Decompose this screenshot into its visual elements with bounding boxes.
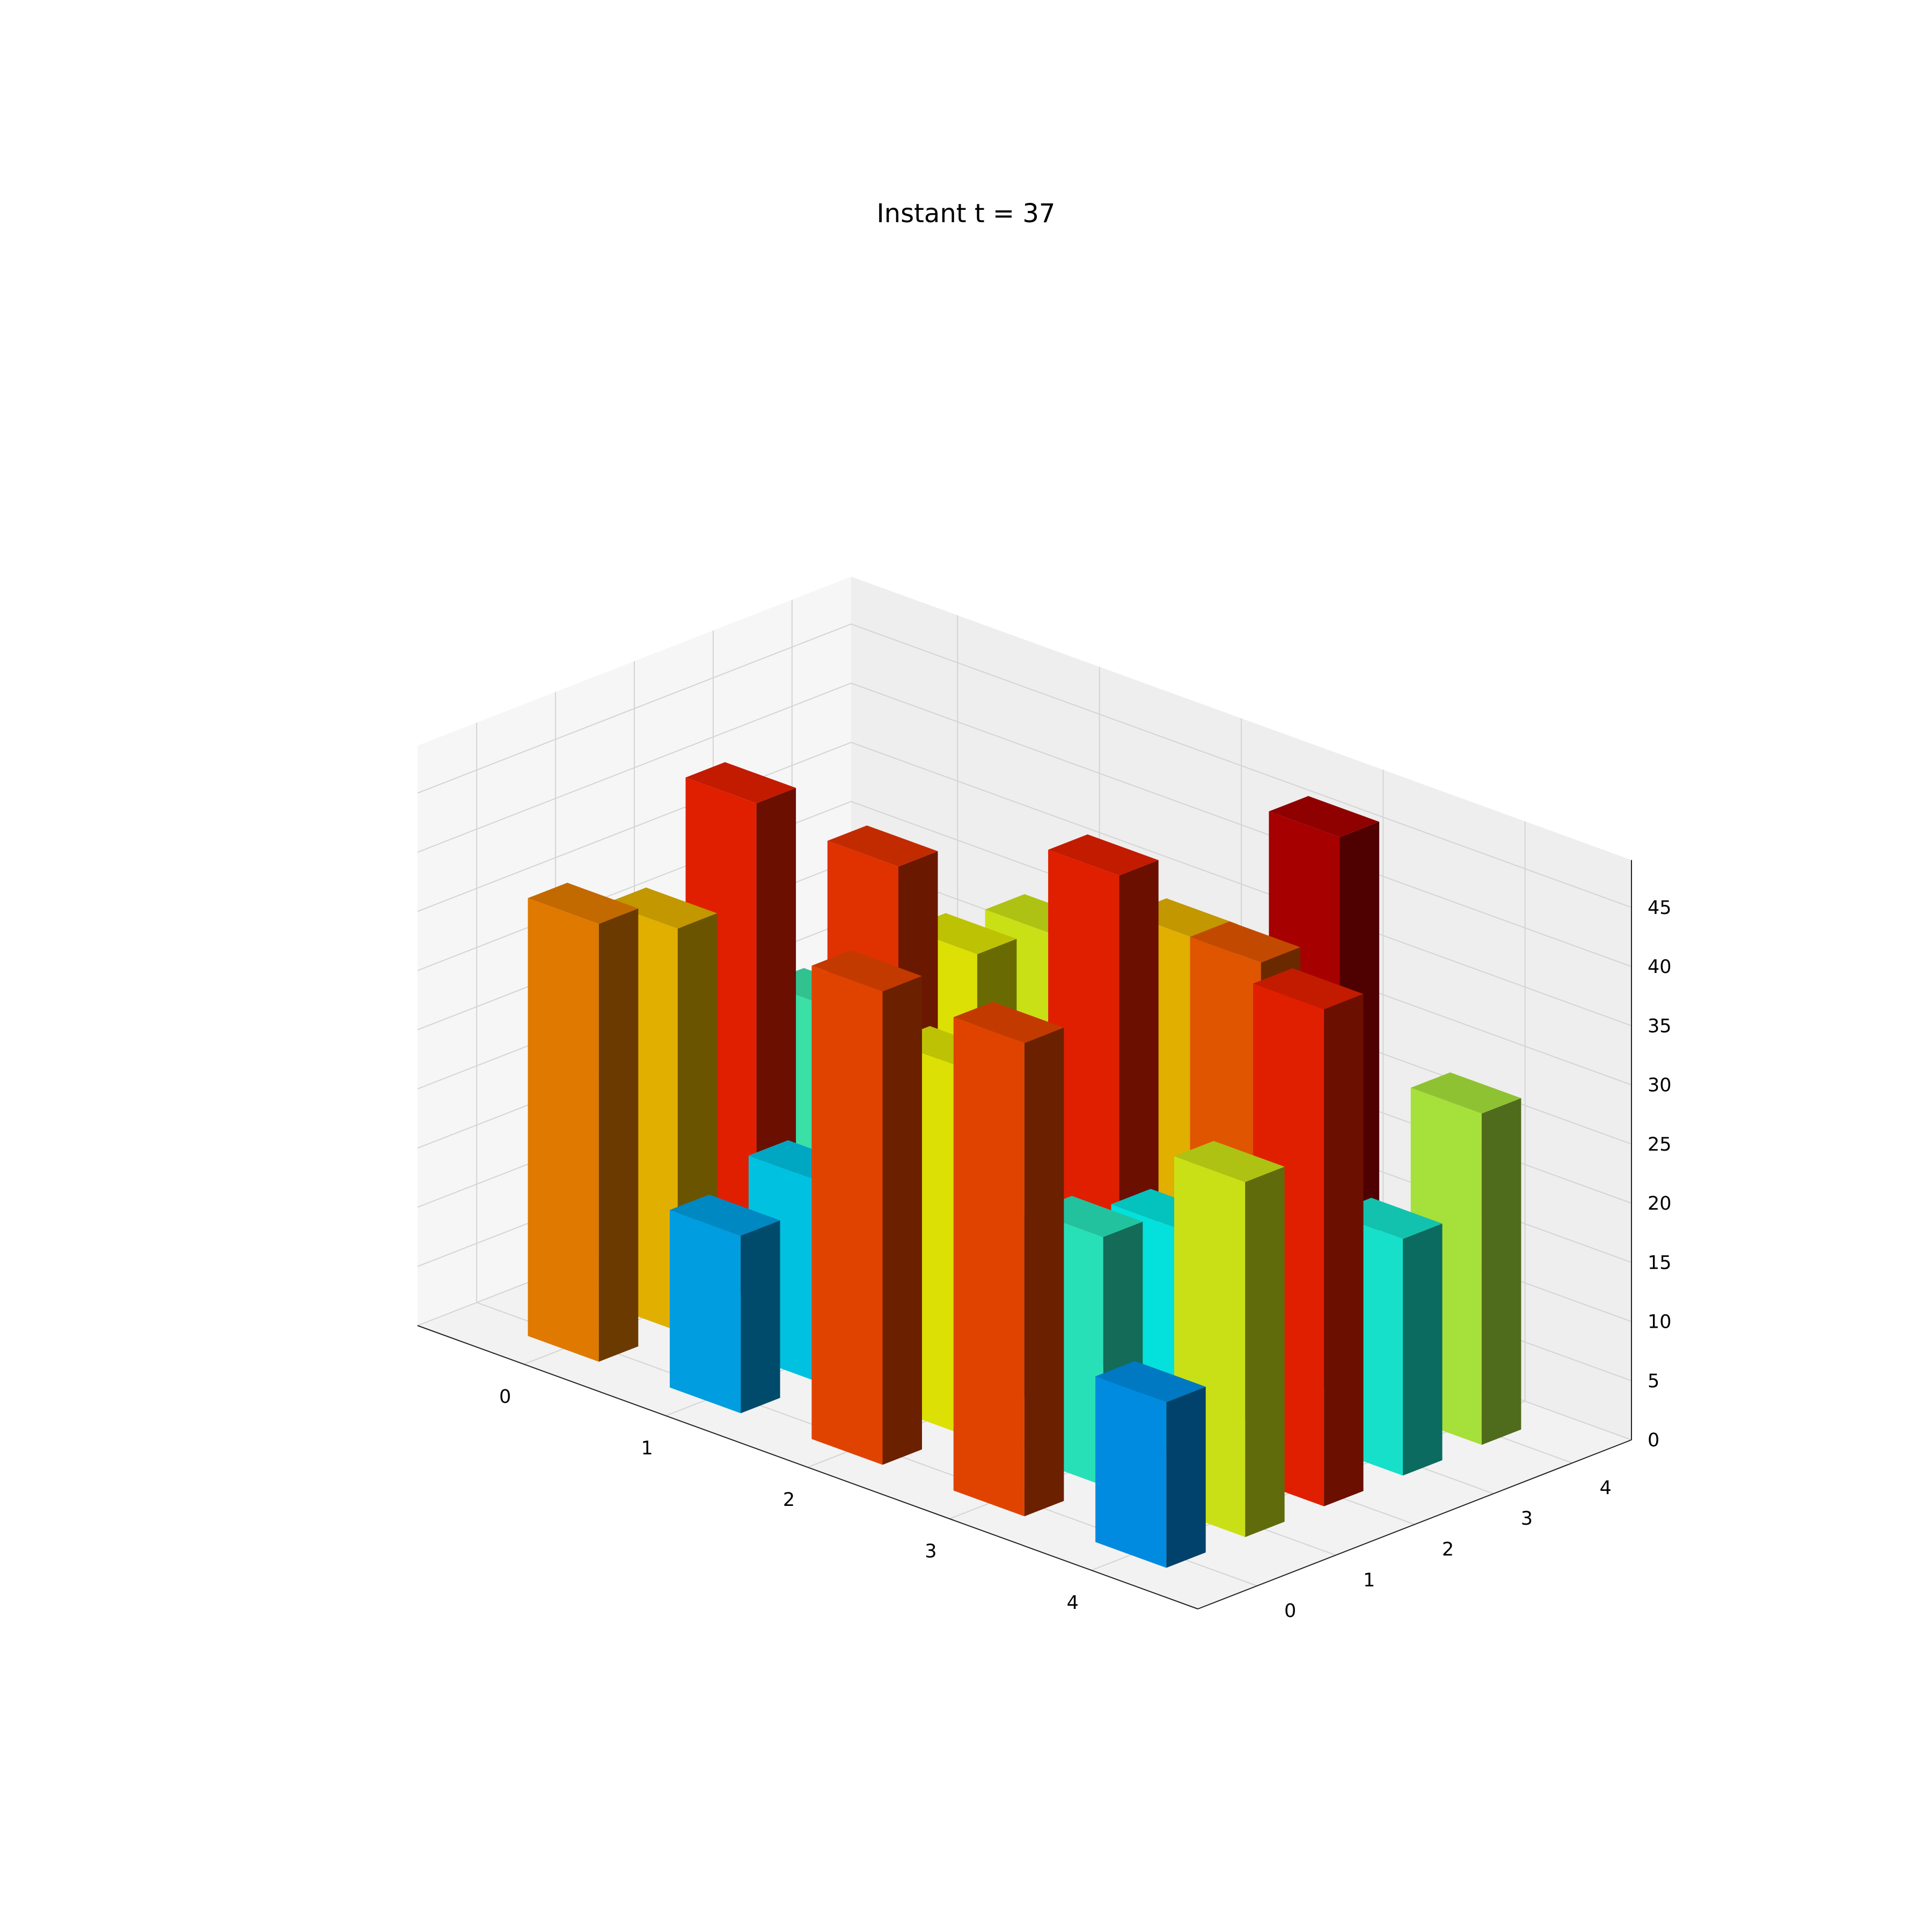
z-tick-label: 40: [1648, 956, 1672, 978]
z-tick-label: 0: [1648, 1430, 1659, 1451]
z-tick-label: 35: [1648, 1015, 1672, 1037]
bar-top-face: [606, 887, 718, 929]
bar-front-face: [670, 1210, 741, 1414]
bar: [670, 1195, 780, 1414]
z-tick-label: 25: [1648, 1134, 1672, 1155]
bar-side-face: [1324, 994, 1364, 1506]
bar-side-face: [598, 908, 639, 1362]
bar-side-face: [882, 976, 922, 1465]
bar-top-face: [953, 1001, 1064, 1043]
bar-side-face: [1024, 1027, 1064, 1517]
axis-lines: [417, 860, 1632, 1609]
z-tick-label: 45: [1648, 897, 1672, 919]
x-tick-label: 0: [499, 1386, 511, 1408]
x-tick-label: 3: [925, 1541, 936, 1562]
bar-top-face: [827, 825, 938, 867]
bar-side-face: [1403, 1223, 1443, 1476]
bar-top-face: [685, 762, 796, 803]
x-tick-label: 4: [1067, 1592, 1079, 1614]
bar-top-face: [1048, 834, 1159, 876]
y-tick-label: 0: [1284, 1600, 1296, 1622]
z-tick-label: 15: [1648, 1252, 1672, 1274]
bar-front-face: [1095, 1376, 1167, 1568]
bar-side-face: [1481, 1098, 1521, 1445]
z-tick-label: 5: [1648, 1371, 1659, 1392]
y-tick-label: 1: [1363, 1570, 1375, 1591]
x-tick-label: 2: [783, 1489, 795, 1511]
bar: [528, 882, 639, 1362]
bar-top-face: [1190, 921, 1301, 963]
bar-top-face: [1174, 1141, 1285, 1182]
x-tick-label: 1: [641, 1438, 653, 1459]
bar-top-face: [1095, 1361, 1206, 1402]
bar-top-face: [1410, 1072, 1521, 1114]
z-tick-label: 30: [1648, 1075, 1672, 1096]
grid-line-z: [417, 623, 1632, 908]
y-axis-line: [1197, 1439, 1632, 1609]
bar-front-face: [528, 898, 599, 1362]
chart-title: Instant t = 37: [876, 199, 1056, 229]
bar-front-face: [953, 1017, 1024, 1517]
x-axis-line: [417, 1325, 1198, 1609]
bar-top-face: [811, 950, 922, 992]
bar-top-face: [670, 1195, 780, 1236]
bar-front-face: [811, 965, 883, 1465]
bar-side-face: [1166, 1387, 1206, 1568]
bar: [1174, 1141, 1285, 1538]
bar-top-face: [1269, 796, 1379, 837]
y-tick-label: 4: [1600, 1477, 1612, 1499]
y-tick-label: 3: [1521, 1508, 1533, 1529]
bar-side-face: [741, 1220, 780, 1414]
bar-side-face: [1245, 1167, 1285, 1538]
z-tick-label: 20: [1648, 1193, 1672, 1214]
bar: [811, 950, 922, 1465]
bar-top-face: [1253, 968, 1364, 1009]
y-tick-label: 2: [1442, 1539, 1454, 1561]
bar-top-face: [528, 882, 639, 924]
z-tick-label: 10: [1648, 1312, 1672, 1333]
bar: [953, 1001, 1064, 1517]
bars-group: [528, 762, 1521, 1568]
bar: [1095, 1361, 1206, 1568]
